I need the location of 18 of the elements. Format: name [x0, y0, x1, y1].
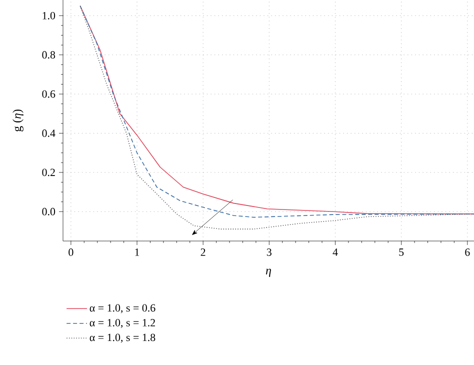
y-tick-label: 0.8 — [42, 51, 56, 59]
y-tick-label: 1.0 — [42, 12, 56, 20]
x-tick-label: 0 — [68, 248, 74, 256]
y-tick-label: 0.2 — [42, 168, 55, 176]
x-tick-label: 6 — [465, 248, 470, 256]
legend-label: α = 1.0, s = 0.6 — [90, 304, 156, 314]
legend-label: α = 1.0, s = 1.2 — [90, 318, 155, 328]
y-tick-label: 0.4 — [42, 130, 56, 137]
x-tick-label: 1 — [135, 248, 140, 256]
x-axis-title: η — [266, 268, 271, 277]
legend-label: α = 1.0, s = 1.8 — [90, 334, 156, 343]
y-tick-label: 0.6 — [42, 90, 56, 98]
y-axis-title: g (η) — [12, 110, 24, 132]
y-tick-label: 0.0 — [42, 208, 56, 216]
x-tick-label: 2 — [200, 248, 206, 256]
x-tick-label: 3 — [266, 248, 272, 256]
x-tick-label: 4 — [332, 248, 338, 256]
x-tick-label: 5 — [399, 248, 404, 256]
